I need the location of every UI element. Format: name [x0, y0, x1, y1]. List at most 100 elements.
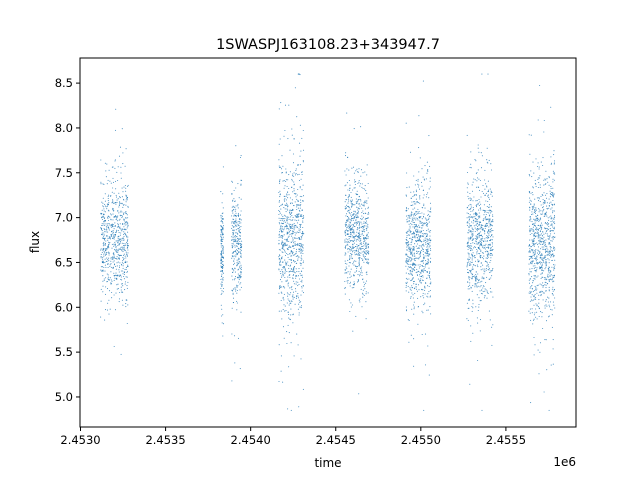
data-point	[410, 251, 412, 253]
data-point	[488, 278, 490, 280]
data-point	[349, 245, 351, 248]
data-point	[489, 222, 491, 224]
data-point	[112, 219, 114, 221]
data-point	[278, 288, 281, 290]
data-point	[286, 219, 288, 221]
data-point	[419, 212, 421, 215]
data-point	[358, 223, 361, 225]
data-point	[472, 255, 474, 258]
data-point	[483, 297, 485, 299]
data-point	[419, 222, 421, 224]
data-point	[355, 246, 357, 248]
data-point	[348, 227, 350, 229]
data-point	[278, 269, 280, 271]
data-point	[103, 228, 105, 230]
data-point	[418, 184, 420, 186]
data-point	[366, 229, 368, 231]
data-point	[220, 238, 222, 240]
data-point	[355, 260, 357, 262]
data-point	[532, 319, 535, 321]
data-point	[286, 191, 289, 193]
data-point	[478, 216, 480, 218]
data-point	[220, 230, 222, 232]
data-point	[107, 203, 109, 205]
data-point	[535, 303, 537, 305]
data-point	[279, 211, 281, 213]
data-point	[469, 237, 471, 239]
data-point	[290, 302, 292, 304]
data-point	[241, 246, 243, 248]
data-point	[413, 283, 415, 285]
data-point	[548, 242, 550, 244]
data-point	[529, 216, 531, 218]
data-point	[408, 256, 410, 258]
data-point	[231, 307, 233, 309]
data-point	[344, 287, 346, 289]
data-point	[287, 240, 289, 242]
data-point	[549, 301, 552, 303]
data-point	[112, 267, 114, 269]
data-point	[536, 228, 538, 230]
data-point	[420, 246, 422, 248]
data-point	[281, 240, 283, 242]
data-point	[416, 236, 418, 238]
data-point	[300, 264, 302, 266]
data-point	[416, 268, 418, 270]
data-point	[356, 235, 358, 237]
data-point	[291, 175, 294, 177]
data-point	[533, 233, 535, 235]
data-point	[222, 245, 224, 247]
data-point	[118, 266, 121, 269]
data-point	[427, 293, 429, 295]
data-point	[535, 217, 537, 219]
data-point	[349, 252, 351, 255]
data-point	[418, 147, 420, 149]
data-point	[419, 279, 422, 282]
data-point	[541, 224, 543, 226]
data-point	[425, 264, 427, 266]
data-point	[366, 261, 368, 263]
data-point	[551, 194, 553, 196]
data-point	[485, 282, 487, 284]
data-point	[294, 87, 296, 89]
data-point	[123, 245, 125, 247]
data-point	[109, 265, 111, 267]
data-point	[553, 160, 556, 162]
data-point	[110, 282, 112, 284]
data-point	[486, 231, 489, 233]
data-point	[535, 220, 537, 222]
data-point	[405, 306, 407, 308]
data-point	[288, 235, 290, 237]
data-point	[297, 275, 300, 277]
data-point	[121, 279, 123, 281]
data-point	[119, 262, 121, 264]
data-point	[405, 282, 407, 284]
data-point	[428, 285, 430, 288]
data-point	[416, 252, 418, 254]
data-point	[528, 201, 530, 203]
data-point	[346, 226, 348, 229]
data-point	[106, 257, 108, 259]
data-point	[104, 264, 106, 266]
data-point	[410, 260, 412, 262]
data-point	[234, 240, 236, 242]
data-point	[421, 333, 423, 336]
data-point	[552, 348, 554, 350]
data-point	[121, 215, 124, 217]
data-point	[415, 213, 417, 215]
data-point	[126, 242, 128, 244]
data-point	[118, 219, 120, 221]
data-point	[350, 191, 352, 194]
data-point	[485, 216, 487, 218]
data-point	[221, 231, 223, 233]
data-point	[349, 262, 352, 264]
data-point	[123, 229, 125, 231]
data-point	[416, 243, 419, 245]
data-point	[115, 218, 117, 221]
data-point	[486, 262, 488, 264]
data-point	[542, 290, 544, 292]
data-point	[539, 84, 541, 87]
data-point	[299, 186, 301, 188]
data-point	[475, 275, 478, 277]
data-point	[484, 245, 486, 247]
